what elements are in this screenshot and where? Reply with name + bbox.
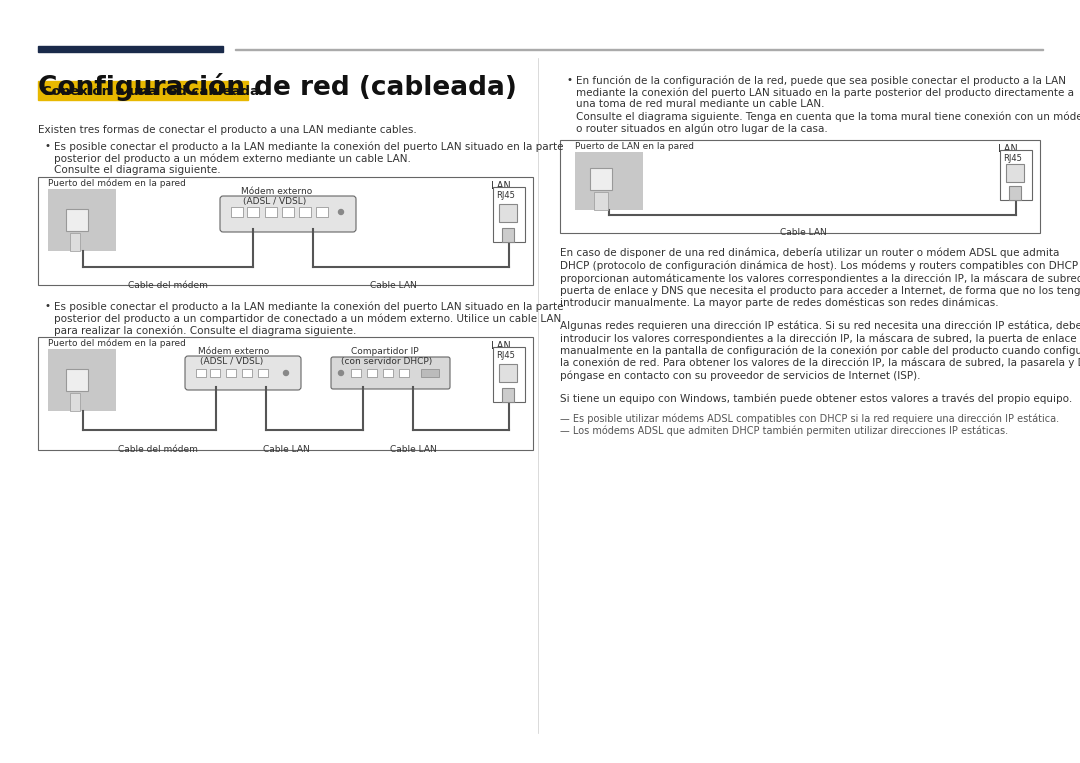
Text: Si tiene un equipo con Windows, también puede obtener estos valores a través del: Si tiene un equipo con Windows, también … [561, 393, 1072, 404]
Text: póngase en contacto con su proveedor de servicios de Internet (ISP).: póngase en contacto con su proveedor de … [561, 371, 920, 381]
Bar [242, 369, 252, 377]
Bar [421, 369, 438, 377]
Text: una toma de red mural mediante un cable LAN.: una toma de red mural mediante un cable … [576, 99, 824, 109]
Text: Es posible conectar el producto a la LAN mediante la conexión del puerto LAN sit: Es posible conectar el producto a la LAN… [54, 141, 564, 152]
Circle shape [283, 371, 288, 375]
Text: Es posible conectar el producto a la LAN mediante la conexión del puerto LAN sit: Es posible conectar el producto a la LAN… [54, 301, 564, 311]
Text: Algunas redes requieren una dirección IP estática. Si su red necesita una direcc: Algunas redes requieren una dirección IP… [561, 320, 1080, 331]
Bar [231, 207, 243, 217]
Text: (ADSL / VDSL): (ADSL / VDSL) [200, 357, 264, 366]
Bar [226, 369, 237, 377]
Text: manualmente en la pantalla de configuración de la conexión por cable del product: manualmente en la pantalla de configurac… [561, 346, 1080, 356]
Bar [235, 49, 1043, 50]
Bar [195, 369, 206, 377]
FancyBboxPatch shape [330, 357, 450, 389]
Text: mediante la conexión del puerto LAN situado en la parte posterior del producto d: mediante la conexión del puerto LAN situ… [576, 87, 1074, 98]
Circle shape [338, 210, 343, 214]
Text: LAN: LAN [491, 341, 511, 351]
Text: — Es posible utilizar módems ADSL compatibles con DHCP si la red requiere una di: — Es posible utilizar módems ADSL compat… [561, 413, 1059, 423]
Text: (ADSL / VDSL): (ADSL / VDSL) [243, 197, 307, 206]
Bar [383, 369, 393, 377]
Bar [399, 369, 409, 377]
Bar [351, 369, 361, 377]
Bar [38, 337, 534, 450]
Bar [1000, 150, 1032, 200]
Bar [258, 369, 268, 377]
Bar [492, 187, 525, 242]
Bar [70, 393, 80, 411]
Text: Cable LAN: Cable LAN [390, 445, 436, 454]
Bar [1009, 186, 1021, 200]
Bar [38, 177, 534, 285]
Bar [316, 207, 328, 217]
Text: posterior del producto a un compartidor de conectado a un módem externo. Utilice: posterior del producto a un compartidor … [54, 313, 562, 324]
Text: introducir manualmente. La mayor parte de redes domésticas son redes dinámicas.: introducir manualmente. La mayor parte d… [561, 298, 999, 308]
Bar [66, 209, 87, 231]
Bar [299, 207, 311, 217]
Bar [575, 152, 643, 210]
Bar [48, 189, 116, 251]
Text: •: • [44, 301, 50, 311]
Text: o router situados en algún otro lugar de la casa.: o router situados en algún otro lugar de… [576, 123, 827, 134]
Bar [367, 369, 377, 377]
Bar [499, 364, 517, 382]
Bar [590, 168, 612, 190]
Text: para realizar la conexión. Consulte el diagrama siguiente.: para realizar la conexión. Consulte el d… [54, 325, 356, 336]
Text: Existen tres formas de conectar el producto a una LAN mediante cables.: Existen tres formas de conectar el produ… [38, 125, 417, 135]
Text: Cable del módem: Cable del módem [129, 281, 208, 290]
Bar [594, 192, 608, 210]
Text: (con servidor DHCP): (con servidor DHCP) [341, 357, 432, 366]
Text: Puerto de LAN en la pared: Puerto de LAN en la pared [575, 142, 694, 151]
FancyBboxPatch shape [185, 356, 301, 390]
Text: En función de la configuración de la red, puede que sea posible conectar el prod: En función de la configuración de la red… [576, 75, 1066, 85]
Bar [210, 369, 220, 377]
Bar [561, 140, 1040, 233]
Text: puerta de enlace y DNS que necesita el producto para acceder a Internet, de form: puerta de enlace y DNS que necesita el p… [561, 285, 1080, 295]
Bar [48, 349, 116, 411]
Text: Módem externo: Módem externo [198, 347, 269, 356]
Text: posterior del producto a un módem externo mediante un cable LAN.: posterior del producto a un módem extern… [54, 153, 410, 163]
Text: Puerto del módem en la pared: Puerto del módem en la pared [48, 179, 186, 188]
Text: Configuración de red (cableada): Configuración de red (cableada) [38, 73, 517, 101]
Text: Cable del módem: Cable del módem [118, 445, 198, 454]
Text: LAN: LAN [491, 181, 511, 191]
Bar [265, 207, 276, 217]
Circle shape [338, 371, 343, 375]
Bar [282, 207, 294, 217]
Text: Conexión a una red cableada: Conexión a una red cableada [42, 85, 259, 98]
Text: Módem externo: Módem externo [241, 187, 312, 196]
Bar [70, 233, 80, 251]
Text: RJ45: RJ45 [496, 191, 515, 200]
Bar [247, 207, 259, 217]
Text: introducir los valores correspondientes a la dirección IP, la máscara de subred,: introducir los valores correspondientes … [561, 333, 1080, 343]
Text: RJ45: RJ45 [1003, 154, 1022, 163]
Text: •: • [44, 141, 50, 151]
Bar [492, 347, 525, 402]
Bar [1005, 164, 1024, 182]
Text: DHCP (protocolo de configuración dinámica de host). Los módems y routers compati: DHCP (protocolo de configuración dinámic… [561, 260, 1078, 271]
FancyBboxPatch shape [220, 196, 356, 232]
Text: Cable LAN: Cable LAN [369, 281, 417, 290]
Text: En caso de disponer de una red dinámica, debería utilizar un router o módem ADSL: En caso de disponer de una red dinámica,… [561, 248, 1059, 259]
Text: Cable LAN: Cable LAN [262, 445, 309, 454]
Bar [502, 388, 514, 402]
Text: Consulte el diagrama siguiente.: Consulte el diagrama siguiente. [54, 165, 220, 175]
Text: la conexión de red. Para obtener los valores de la dirección IP, la máscara de s: la conexión de red. Para obtener los val… [561, 358, 1080, 369]
Bar [38, 81, 248, 100]
Bar [38, 46, 222, 52]
Bar [502, 228, 514, 242]
Text: RJ45: RJ45 [496, 351, 515, 360]
Bar [499, 204, 517, 222]
Text: — Los módems ADSL que admiten DHCP también permiten utilizar direcciones IP está: — Los módems ADSL que admiten DHCP tambi… [561, 426, 1008, 436]
Text: Compartidor IP: Compartidor IP [351, 347, 419, 356]
Bar [66, 369, 87, 391]
Text: proporcionan automáticamente los valores correspondientes a la dirección IP, la : proporcionan automáticamente los valores… [561, 273, 1080, 284]
Text: Puerto del módem en la pared: Puerto del módem en la pared [48, 339, 186, 349]
Text: •: • [566, 75, 572, 85]
Text: Cable LAN: Cable LAN [780, 228, 827, 237]
Text: Consulte el diagrama siguiente. Tenga en cuenta que la toma mural tiene conexión: Consulte el diagrama siguiente. Tenga en… [576, 111, 1080, 121]
Text: LAN: LAN [998, 144, 1017, 154]
